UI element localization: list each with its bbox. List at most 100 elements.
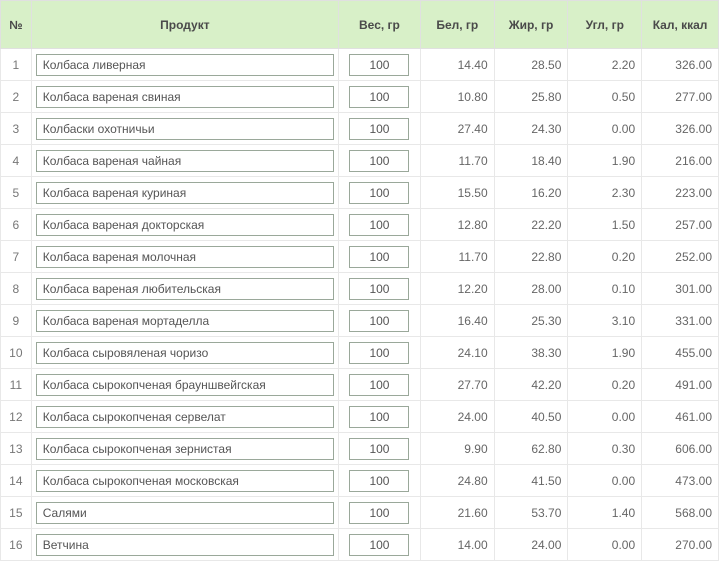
product-input[interactable] [36,214,334,236]
weight-input[interactable] [349,310,409,332]
kcal-cell: 606.00 [642,433,719,465]
weight-input[interactable] [349,406,409,428]
row-number: 16 [1,529,32,561]
table-row: 612.8022.201.50257.00 [1,209,719,241]
carbs-cell: 2.20 [568,49,642,81]
table-row: 515.5016.202.30223.00 [1,177,719,209]
table-row: 1024.1038.301.90455.00 [1,337,719,369]
row-number: 10 [1,337,32,369]
carbs-cell: 0.10 [568,273,642,305]
row-number: 15 [1,497,32,529]
product-cell [31,49,338,81]
weight-cell [338,49,420,81]
product-cell [31,337,338,369]
table-header-row: № Продукт Вес, гр Бел, гр Жир, гр Угл, г… [1,1,719,49]
weight-input[interactable] [349,502,409,524]
kcal-cell: 568.00 [642,497,719,529]
product-input[interactable] [36,246,334,268]
table-row: 16 14.0024.000.00270.00 [1,529,719,561]
table-row: 916.4025.303.10331.00 [1,305,719,337]
weight-cell [338,177,420,209]
kcal-cell: 326.00 [642,113,719,145]
weight-input[interactable] [349,374,409,396]
product-input[interactable] [36,54,334,76]
carbs-cell: 0.00 [568,401,642,433]
weight-input[interactable] [349,342,409,364]
carbs-cell: 2.30 [568,177,642,209]
product-input[interactable] [36,374,334,396]
weight-input[interactable] [349,182,409,204]
weight-input[interactable] [349,278,409,300]
weight-cell [338,113,420,145]
col-header-num[interactable]: № [1,1,32,49]
fat-cell: 24.00 [494,529,568,561]
product-cell [31,465,338,497]
fat-cell: 53.70 [494,497,568,529]
col-header-carbs[interactable]: Угл, гр [568,1,642,49]
col-header-kcal[interactable]: Кал, ккал [642,1,719,49]
fat-cell: 25.30 [494,305,568,337]
fat-cell: 18.40 [494,145,568,177]
weight-cell [338,273,420,305]
fat-cell: 24.30 [494,113,568,145]
table-row: 1424.8041.500.00473.00 [1,465,719,497]
product-input[interactable] [36,118,334,140]
fat-cell: 42.20 [494,369,568,401]
protein-cell: 24.10 [420,337,494,369]
product-input[interactable] [36,438,334,460]
protein-cell: 15.50 [420,177,494,209]
protein-cell: 10.80 [420,81,494,113]
weight-input[interactable] [349,118,409,140]
fat-cell: 62.80 [494,433,568,465]
product-input[interactable] [36,502,334,524]
protein-cell: 14.40 [420,49,494,81]
product-cell [31,497,338,529]
weight-input[interactable] [349,246,409,268]
nutrition-table: № Продукт Вес, гр Бел, гр Жир, гр Угл, г… [0,0,719,561]
weight-input[interactable] [349,150,409,172]
fat-cell: 22.20 [494,209,568,241]
weight-cell [338,81,420,113]
weight-cell [338,241,420,273]
weight-input[interactable] [349,54,409,76]
weight-cell [338,145,420,177]
col-header-product[interactable]: Продукт [31,1,338,49]
row-number: 6 [1,209,32,241]
product-input[interactable] [36,310,334,332]
weight-input[interactable] [349,86,409,108]
col-header-fat[interactable]: Жир, гр [494,1,568,49]
row-number: 4 [1,145,32,177]
protein-cell: 14.00 [420,529,494,561]
product-input[interactable] [36,534,334,556]
kcal-cell: 257.00 [642,209,719,241]
fat-cell: 28.00 [494,273,568,305]
col-header-protein[interactable]: Бел, гр [420,1,494,49]
product-input[interactable] [36,470,334,492]
weight-input[interactable] [349,438,409,460]
table-row: 210.8025.800.50277.00 [1,81,719,113]
product-cell [31,369,338,401]
weight-cell [338,433,420,465]
product-input[interactable] [36,150,334,172]
product-input[interactable] [36,182,334,204]
table-row: 1521.6053.701.40568.00 [1,497,719,529]
product-cell [31,433,338,465]
table-row: 327.4024.300.00326.00 [1,113,719,145]
kcal-cell: 270.00 [642,529,719,561]
carbs-cell: 0.20 [568,241,642,273]
product-input[interactable] [36,86,334,108]
col-header-weight[interactable]: Вес, гр [338,1,420,49]
weight-input[interactable] [349,214,409,236]
weight-cell [338,369,420,401]
product-input[interactable] [36,278,334,300]
table-row: 711.7022.800.20252.00 [1,241,719,273]
weight-input[interactable] [349,470,409,492]
product-input[interactable] [36,342,334,364]
product-cell [31,113,338,145]
product-input[interactable] [36,406,334,428]
carbs-cell: 0.20 [568,369,642,401]
fat-cell: 38.30 [494,337,568,369]
weight-input[interactable] [349,534,409,556]
carbs-cell: 0.00 [568,529,642,561]
carbs-cell: 1.40 [568,497,642,529]
